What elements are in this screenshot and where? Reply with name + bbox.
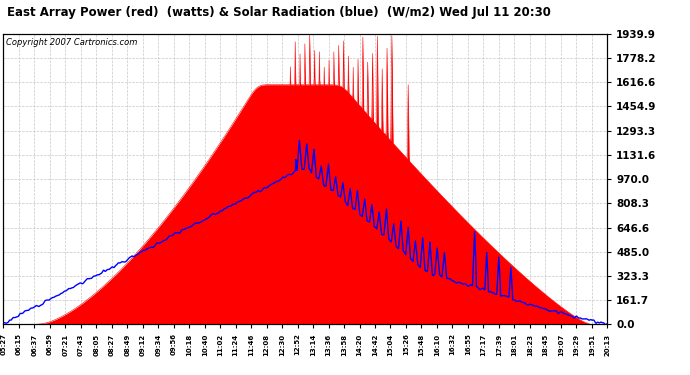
- Text: East Array Power (red)  (watts) & Solar Radiation (blue)  (W/m2) Wed Jul 11 20:3: East Array Power (red) (watts) & Solar R…: [7, 6, 551, 19]
- Text: Copyright 2007 Cartronics.com: Copyright 2007 Cartronics.com: [6, 38, 138, 47]
